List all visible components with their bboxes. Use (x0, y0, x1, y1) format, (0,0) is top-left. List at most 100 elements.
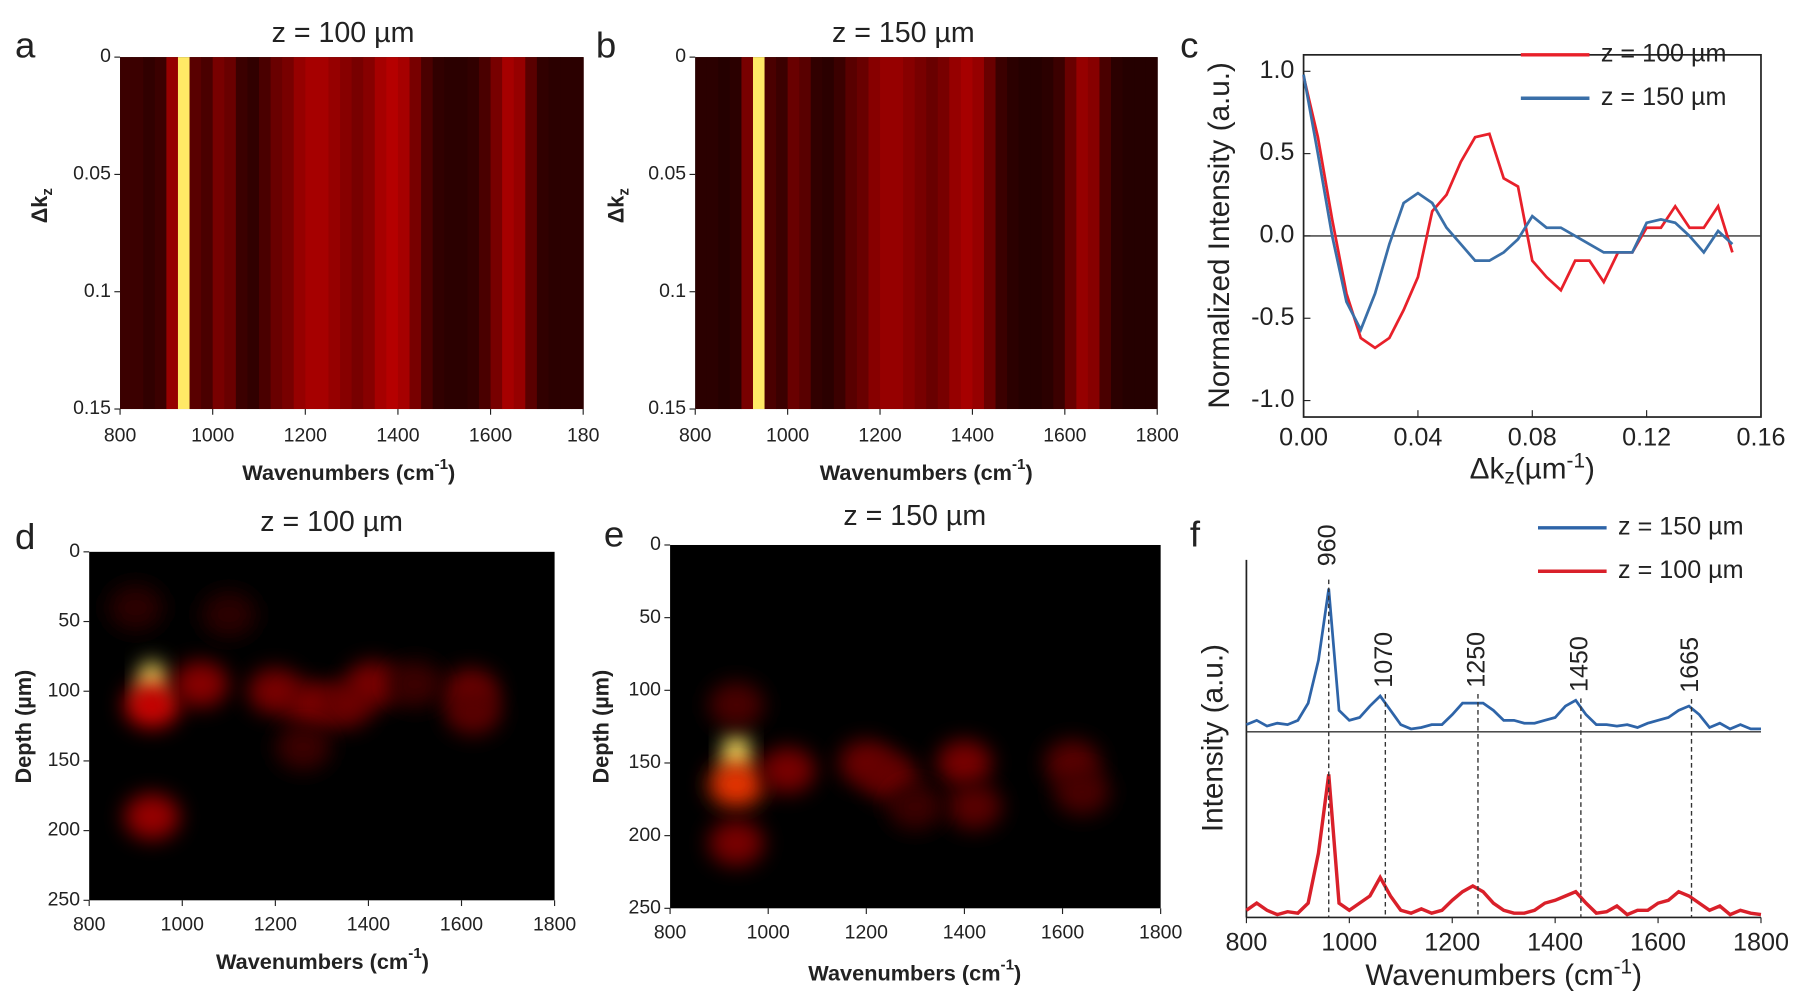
y-tick-label: 100 (629, 678, 662, 700)
panel-label: d (15, 516, 35, 557)
x-tick-label: 800 (654, 922, 687, 944)
blob (124, 793, 180, 840)
heatmap-column (293, 57, 306, 410)
peak-label: 960 (1313, 524, 1341, 566)
x-tick-label: 0.16 (1737, 423, 1786, 451)
y-axis-label: Depth (µm) (11, 670, 36, 784)
panel-label: a (15, 25, 36, 66)
x-axis-label-part: (µm (1515, 453, 1567, 486)
blob (936, 740, 992, 786)
x-tick-label: 1400 (951, 425, 994, 447)
heatmap-column (1111, 57, 1124, 410)
heatmap-column (718, 57, 731, 410)
x-tick-label: 180 (567, 425, 600, 447)
y-axis-label-part: z (39, 188, 56, 196)
heatmap-column (914, 57, 927, 410)
x-tick-label: 1000 (766, 425, 809, 447)
y-tick-label: 0.1 (659, 280, 686, 302)
y-axis-label: Intensity (a.u.) (1196, 644, 1229, 832)
legend-label: z = 150 µm (1618, 512, 1744, 540)
heatmap-column (729, 57, 743, 410)
heatmap-column (1145, 57, 1158, 410)
heatmap-column (502, 57, 515, 410)
heatmap-column (305, 57, 318, 410)
heatmap-column (374, 57, 387, 410)
x-tick-label: 1600 (1630, 928, 1686, 956)
x-tick-label: 1200 (845, 922, 888, 944)
heatmap-column (201, 57, 214, 410)
blob (946, 783, 1002, 830)
y-tick-label: 0.05 (648, 163, 686, 185)
series-line (1245, 774, 1762, 917)
heatmap-column (571, 57, 584, 410)
panel-label: f (1190, 514, 1201, 555)
y-tick-label: -0.5 (1251, 303, 1294, 331)
y-tick-label: 0.5 (1259, 138, 1294, 166)
panel-title: z = 100 µm (272, 17, 415, 49)
heatmap-column (776, 57, 789, 410)
y-axis-label-part: Depth (µm) (588, 670, 613, 784)
x-axis-label: Wavenumbers (cm-1) (820, 456, 1033, 485)
heatmap-column (432, 57, 445, 410)
blob (708, 681, 764, 728)
y-tick-label: 50 (639, 606, 661, 628)
y-tick-label: 100 (48, 679, 81, 701)
x-tick-label: 1800 (1733, 928, 1789, 956)
peak-label: 1250 (1463, 632, 1491, 688)
heatmap-column (340, 57, 353, 410)
x-tick-label: 1600 (1043, 425, 1086, 447)
peak-label: 1070 (1370, 632, 1398, 688)
x-tick-label: 1200 (858, 425, 901, 447)
x-tick-label: 1400 (1527, 928, 1583, 956)
y-tick-label: 0 (675, 45, 686, 67)
y-tick-label: 0.1 (84, 280, 111, 302)
legend-label: z = 150 µm (1601, 83, 1727, 111)
y-axis-label-part: Depth (µm) (11, 670, 36, 784)
heatmap-column (799, 57, 812, 410)
heatmap-column (1122, 57, 1135, 410)
heatmap-column (455, 57, 468, 410)
heatmap-column (166, 57, 179, 410)
heatmap-column (1099, 57, 1112, 410)
series-line (1302, 74, 1734, 334)
y-axis-label: Δkz (27, 188, 56, 224)
panel-title: z = 150 µm (832, 17, 975, 49)
heatmap-column (444, 57, 457, 410)
heatmap-column (409, 57, 422, 410)
heatmap-column (386, 57, 399, 410)
heatmap-column (937, 57, 950, 410)
heatmap-column (926, 57, 939, 410)
heatmap-column (560, 57, 573, 410)
heatmap-column (856, 57, 870, 410)
y-tick-label: -1.0 (1251, 385, 1294, 413)
x-tick-label: 800 (104, 425, 137, 447)
heatmap-column (316, 57, 330, 410)
y-tick-label: 1.0 (1259, 56, 1294, 84)
x-axis-label-part: Wavenumbers (cm (808, 960, 1000, 985)
heatmap-column (189, 57, 202, 410)
panel-title: z = 100 µm (260, 506, 403, 538)
heatmap-column (1064, 57, 1077, 410)
heatmap-column (363, 57, 376, 410)
x-axis-label-part: Wavenumbers (cm (1365, 959, 1613, 992)
x-tick-label: 1000 (191, 425, 234, 447)
heatmap-column (467, 57, 480, 410)
heatmap-column (131, 57, 144, 410)
x-axis-label-part: Δk (1470, 453, 1505, 486)
heatmap-column (868, 57, 881, 410)
blob (173, 661, 229, 708)
x-tick-label: 800 (73, 914, 106, 936)
heatmap-column (212, 57, 225, 410)
blob (275, 724, 331, 770)
y-tick-label: 250 (48, 888, 81, 910)
blob (387, 661, 443, 708)
x-tick-label: 1200 (1424, 928, 1480, 956)
heatmap-column (120, 57, 133, 410)
heatmap-column (259, 57, 272, 410)
y-axis-label-part: Intensity (a.u.) (1196, 644, 1229, 832)
peak-label: 1665 (1676, 637, 1704, 693)
y-tick-label: 200 (629, 824, 662, 846)
heatmap-column (490, 57, 503, 410)
heatmap-column (764, 57, 777, 410)
